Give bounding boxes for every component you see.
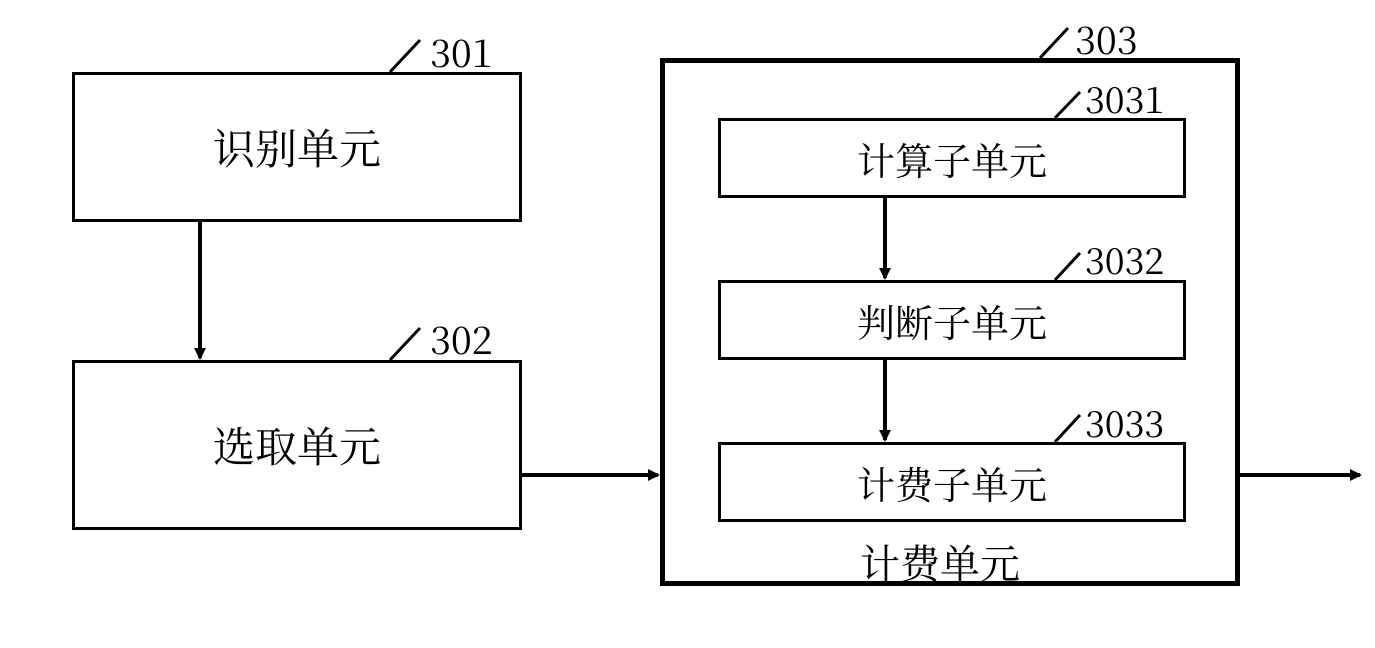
- box-3031-text: 计算子单元: [857, 131, 1047, 186]
- box-301-text: 识别单元: [213, 117, 381, 177]
- number-303: 303: [1075, 10, 1138, 65]
- box-3033: 计费子单元: [718, 442, 1186, 522]
- number-3032: 3032: [1085, 234, 1164, 285]
- box-3032-text: 判断子单元: [857, 293, 1047, 348]
- number-3033: 3033: [1085, 397, 1164, 448]
- box-3032: 判断子单元: [718, 280, 1186, 360]
- box-302-text: 选取单元: [213, 415, 381, 475]
- number-301: 301: [430, 23, 493, 78]
- number-3031: 3031: [1085, 73, 1164, 124]
- box-302: 选取单元: [72, 360, 522, 530]
- box-3031: 计算子单元: [718, 118, 1186, 198]
- box-303-caption: 计费单元: [860, 533, 1020, 590]
- number-302: 302: [430, 310, 493, 365]
- box-301: 识别单元: [72, 72, 522, 222]
- box-3033-text: 计费子单元: [857, 455, 1047, 510]
